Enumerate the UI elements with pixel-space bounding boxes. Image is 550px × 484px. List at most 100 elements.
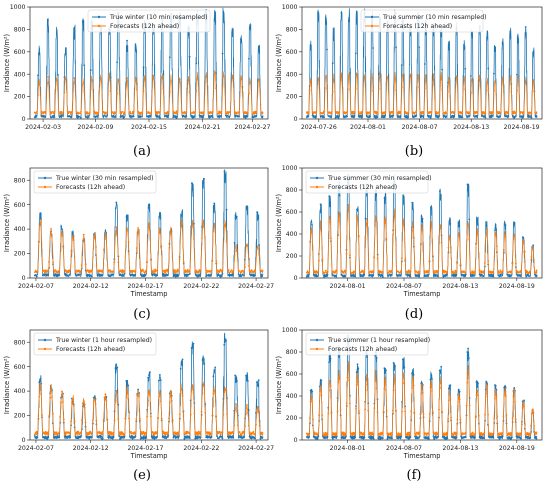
panel-e-point: [213, 389, 216, 392]
panel-e-point: [127, 397, 130, 400]
panel-e-point: [103, 399, 106, 401]
panel-b-point: [357, 115, 360, 117]
panel-a-point: [83, 64, 86, 67]
panel-f-point: [391, 437, 393, 440]
panel-c-point: [58, 274, 61, 277]
panel-b-point: [331, 62, 334, 65]
panel-c-point: [144, 271, 146, 274]
panel-b-point: [481, 114, 484, 117]
panel-e-point: [163, 436, 166, 439]
panel-d-point: [509, 270, 512, 273]
panel-f-point: [520, 423, 523, 426]
panel-d-point: [399, 271, 402, 274]
panel-c-point: [233, 241, 236, 244]
panel-c-point: [131, 273, 134, 276]
panel-d-point: [381, 270, 384, 273]
panel-f-point: [336, 410, 339, 413]
panel-c-legend: True winter (30 min resampled) Forecasts …: [33, 170, 157, 194]
panel-f-point: [332, 434, 334, 436]
panel-d-point: [362, 272, 365, 274]
panel-a-point: [168, 90, 171, 93]
panel-c-point: [156, 274, 159, 277]
panel-d-point: [508, 274, 510, 277]
panel-f-point: [477, 382, 479, 385]
panel-d-point: [485, 224, 488, 227]
panel-d-point: [440, 241, 443, 244]
panel-f-legend-marker: [315, 338, 319, 342]
panel-a-point: [47, 75, 49, 78]
panel-f-point: [439, 382, 442, 385]
panel-d-xtick-label: 2024-08-01: [330, 283, 366, 290]
panel-f-point: [522, 402, 525, 404]
panel-e-point: [112, 436, 115, 439]
panel-e-point: [146, 415, 149, 418]
panel-f-point: [358, 434, 361, 437]
panel-e-point: [55, 437, 58, 439]
panel-b-point: [504, 113, 507, 116]
panel-c-point: [103, 248, 106, 251]
panel-e-point: [124, 417, 127, 420]
panel-e-point: [199, 436, 202, 439]
panel-f-point: [420, 393, 423, 395]
panel-f-point: [368, 432, 370, 435]
panel-c-point: [217, 273, 220, 276]
panel-d-axes-frame: [301, 167, 543, 279]
panel-f-point: [404, 410, 406, 413]
panel-d-point: [525, 269, 528, 272]
panel-d-point: [354, 271, 357, 273]
panel-c-point: [148, 222, 150, 225]
panel-b-point: [383, 114, 386, 117]
panel-e-point: [133, 436, 136, 439]
panel-b-point: [366, 115, 369, 118]
panel-b-point: [449, 111, 452, 114]
panel-c-point: [115, 226, 118, 229]
panel-b-point: [444, 115, 446, 118]
panel-d-point: [451, 270, 453, 273]
panel-c-ytick-label: 0: [22, 275, 26, 282]
panel-f-point: [397, 434, 400, 437]
panel-e-point: [53, 433, 56, 436]
panel-f-point: [504, 391, 506, 394]
panel-c-ytick-label: 200: [14, 251, 26, 258]
panel-e-point: [74, 434, 77, 436]
panel-d-caption: (d): [405, 307, 423, 322]
panel-d-point: [311, 232, 313, 235]
panel-e-point: [147, 399, 149, 402]
panel-e-point: [180, 388, 183, 391]
panel-b-point: [372, 47, 374, 49]
panel-d-point: [335, 269, 338, 272]
panel-c-point: [121, 269, 124, 271]
panel-e-point: [107, 436, 110, 439]
panel-a-point: [234, 112, 237, 115]
panel-c-point: [154, 273, 157, 275]
panel-d-point: [428, 260, 431, 262]
panel-f-point: [392, 389, 395, 392]
panel-e-point: [187, 435, 190, 438]
panel-b-point: [432, 73, 435, 76]
panel-d-point: [416, 271, 419, 274]
panel-f-point: [454, 431, 457, 434]
panel-e-point: [158, 373, 161, 376]
panel-e-point: [155, 432, 158, 435]
panel-e-point: [137, 388, 140, 391]
panel-f-point: [394, 365, 397, 367]
panel-a-point: [129, 115, 132, 118]
panel-f-point: [403, 382, 406, 384]
panel-d-point: [523, 251, 526, 254]
panel-b-ylabel: Irradiance (W/m²): [275, 34, 283, 92]
panel-f-point: [390, 434, 393, 437]
panel-f-point: [514, 401, 516, 403]
panel-c-point: [139, 269, 142, 272]
panel-f-point: [348, 379, 350, 382]
panel-e-point: [51, 412, 54, 415]
panel-f-point: [446, 437, 449, 440]
panel-f-point: [385, 410, 388, 412]
panel-f-point: [321, 414, 324, 417]
panel-e-point: [235, 403, 237, 405]
panel-f-point: [510, 436, 513, 439]
panel-f-point: [382, 410, 385, 413]
panel-e-point: [191, 385, 194, 388]
panel-a-point: [50, 111, 53, 114]
panel-a-series-true-line: [34, 7, 264, 119]
panel-e-point: [166, 433, 169, 436]
